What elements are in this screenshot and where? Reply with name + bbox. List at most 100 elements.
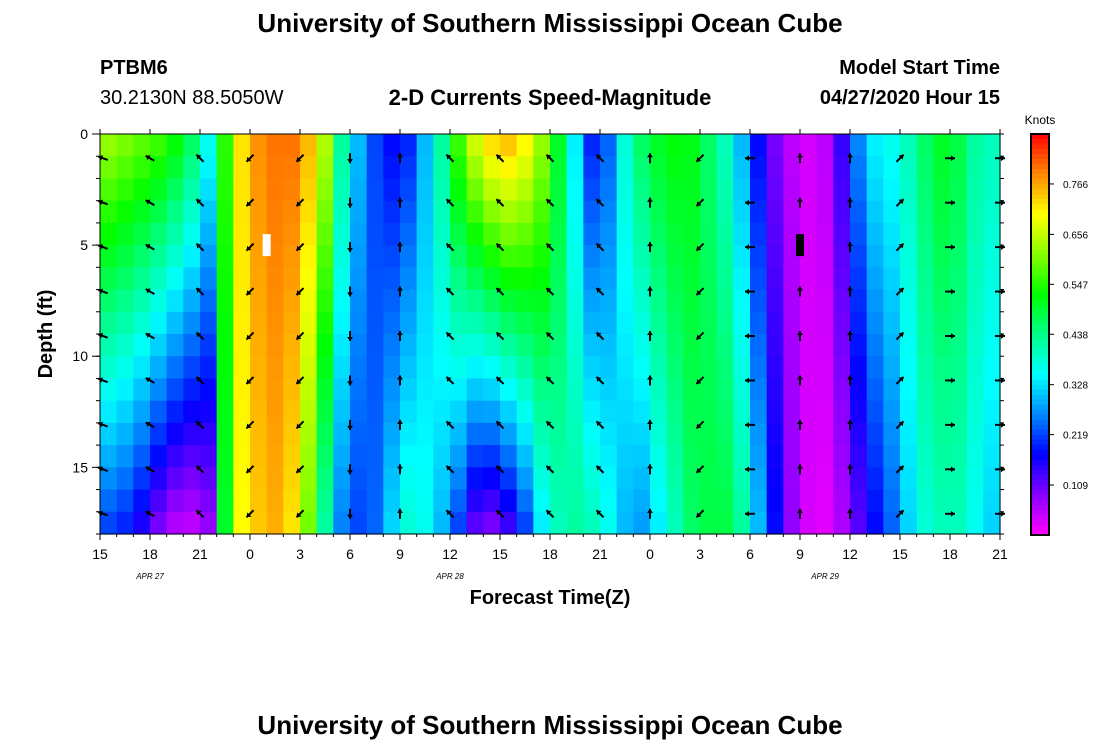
heatmap-cell <box>466 156 484 180</box>
heatmap-cell <box>300 467 318 491</box>
heatmap-cell <box>116 422 134 446</box>
heatmap-cell <box>866 422 884 446</box>
heatmap-cell <box>116 222 134 246</box>
heatmap-cell <box>750 334 768 357</box>
current-arrow <box>695 420 705 430</box>
heatmap-cell <box>750 134 768 157</box>
heatmap-cell <box>866 445 884 468</box>
chart-title: 2-D Currents Speed-Magnitude <box>0 85 1100 111</box>
heatmap-cell <box>350 445 368 468</box>
heatmap-cell <box>483 245 501 268</box>
current-arrow <box>295 509 305 519</box>
heatmap-cell <box>250 334 268 357</box>
current-arrow <box>245 420 255 430</box>
current-arrow <box>847 197 853 208</box>
heatmap-cell <box>383 400 401 424</box>
current-arrow <box>745 421 755 428</box>
current-arrow <box>745 510 755 517</box>
colorbar-segment <box>1031 449 1049 456</box>
heatmap-cell <box>866 222 884 246</box>
current-arrow <box>397 153 403 164</box>
heatmap-cell <box>283 422 301 446</box>
colorbar-segment <box>1031 139 1049 145</box>
heatmap-cell <box>666 178 684 202</box>
heatmap-cell <box>850 267 868 291</box>
heatmap-cell <box>966 511 984 535</box>
current-arrow <box>895 509 905 519</box>
heatmap-cell <box>816 356 834 380</box>
heatmap-cell <box>333 178 351 202</box>
heatmap-cell <box>983 222 1001 246</box>
heatmap-cell <box>616 156 634 180</box>
heatmap-cell <box>966 222 984 246</box>
heatmap-cell <box>550 222 568 246</box>
colorbar-segment <box>1031 369 1049 376</box>
heatmap-cell <box>150 289 168 313</box>
heatmap-cell <box>966 156 984 180</box>
heatmap-cell <box>733 178 751 202</box>
current-arrow <box>145 377 155 384</box>
heatmap-cell <box>983 445 1001 468</box>
heatmap-cell <box>500 489 518 513</box>
heatmap-cell <box>683 134 701 157</box>
heatmap-cell <box>800 400 818 424</box>
heatmap-cell <box>283 400 301 424</box>
heatmap-cell <box>416 267 434 291</box>
heatmap-cell <box>466 200 484 224</box>
heatmap-cell <box>350 134 368 157</box>
heatmap-cell <box>166 334 184 357</box>
heatmap-cell <box>800 267 818 291</box>
heatmap-cell <box>483 156 501 180</box>
heatmap-cell <box>733 489 751 513</box>
heatmap-cell <box>316 178 334 202</box>
heatmap-cell <box>833 378 851 402</box>
current-arrow <box>745 199 755 206</box>
heatmap-cell <box>416 422 434 446</box>
heatmap-cell <box>116 200 134 224</box>
heatmap-cell <box>650 489 668 513</box>
current-arrow <box>595 287 605 296</box>
heatmap-cell <box>166 156 184 180</box>
heatmap-cell <box>333 422 351 446</box>
heatmap-cell <box>766 378 784 402</box>
heatmap-cell <box>200 445 218 468</box>
heatmap-cell <box>516 289 534 313</box>
heatmap-cell <box>416 445 434 468</box>
current-arrow <box>495 420 505 430</box>
current-arrow <box>495 509 505 519</box>
heatmap-cell <box>750 289 768 313</box>
current-arrow <box>745 288 755 295</box>
current-arrow <box>245 331 255 341</box>
heatmap-cell <box>933 289 951 313</box>
heatmap-cell <box>300 222 318 246</box>
heatmap-cell <box>716 245 734 268</box>
model-start-label: Model Start Time <box>839 57 1000 79</box>
heatmap-cell <box>366 134 384 157</box>
current-arrow <box>195 153 205 163</box>
heatmap-cell <box>950 378 968 402</box>
heatmap-cell <box>500 200 518 224</box>
heatmap-cell <box>616 400 634 424</box>
heatmap-cell <box>683 267 701 291</box>
heatmap-cell <box>350 311 368 335</box>
current-arrow <box>945 199 955 206</box>
heatmap-cell <box>383 422 401 446</box>
heatmap-cell <box>283 467 301 491</box>
heatmap-cell <box>233 511 251 535</box>
current-arrow <box>945 377 955 384</box>
current-arrow <box>647 331 653 341</box>
heatmap-cell <box>633 156 651 180</box>
heatmap-cell <box>900 489 918 513</box>
heatmap-cell <box>233 245 251 268</box>
heatmap-cell <box>716 267 734 291</box>
heatmap-cell <box>800 222 818 246</box>
heatmap-cell <box>400 400 418 424</box>
heatmap-cell <box>366 200 384 224</box>
heatmap-cell <box>833 222 851 246</box>
heatmap-cell <box>350 156 368 180</box>
current-arrow <box>895 242 905 252</box>
heatmap-cell <box>400 156 418 180</box>
heatmap-cell <box>200 178 218 202</box>
heatmap-cell <box>383 467 401 491</box>
heatmap-cell <box>100 156 118 180</box>
